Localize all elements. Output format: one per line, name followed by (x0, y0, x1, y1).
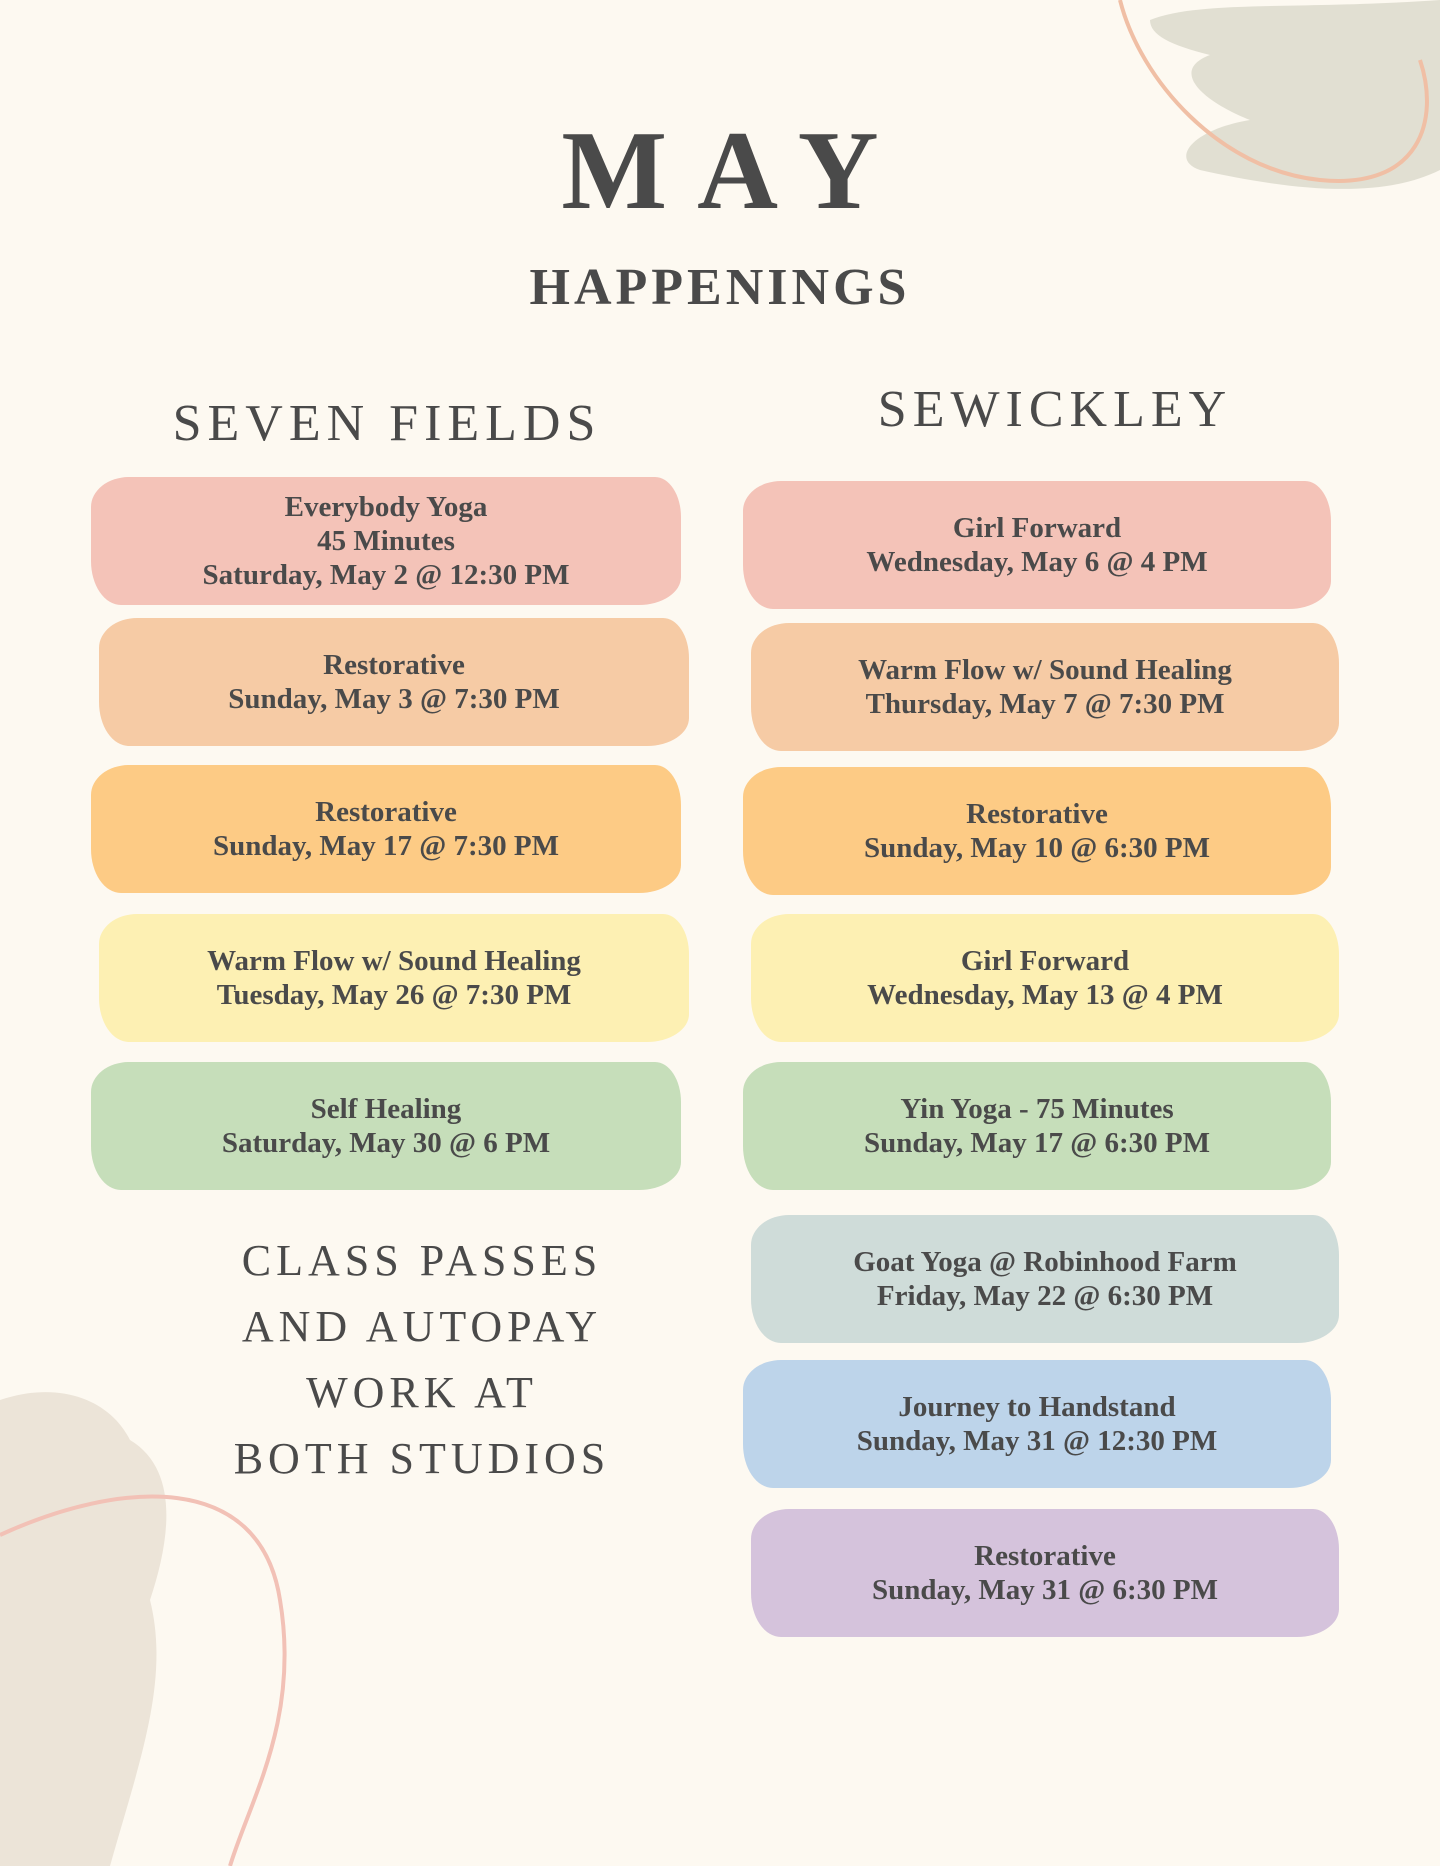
event-line: Sunday, May 17 @ 7:30 PM (212, 830, 559, 862)
event-line: Restorative (966, 798, 1108, 830)
event-line: Warm Flow w/ Sound Healing (207, 945, 581, 977)
event-line: Sunday, May 3 @ 7:30 PM (228, 683, 560, 715)
event-card: Self Healing Saturday, May 30 @ 6 PM (91, 1062, 681, 1190)
event-line: Wednesday, May 13 @ 4 PM (867, 979, 1223, 1011)
column-title: SEWICKLEY (877, 381, 1233, 438)
event-line: 45 Minutes (317, 525, 455, 557)
event-line: Warm Flow w/ Sound Healing (858, 654, 1232, 686)
event-line: Self Healing (310, 1093, 462, 1125)
event-line: Wednesday, May 6 @ 4 PM (866, 546, 1208, 578)
brush-bottom (0, 1392, 167, 1866)
event-line: Goat Yoga @ Robinhood Farm (853, 1246, 1237, 1278)
event-line: Restorative (974, 1540, 1116, 1572)
event-card: Warm Flow w/ Sound Healing Tuesday, May 2… (99, 914, 689, 1042)
note-line: WORK AT (306, 1368, 538, 1417)
event-line: Friday, May 22 @ 6:30 PM (876, 1280, 1214, 1312)
event-card: Restorative Sunday, May 17 @ 7:30 PM (91, 765, 681, 893)
event-line: Sunday, May 31 @ 6:30 PM (871, 1574, 1218, 1606)
event-line: Saturday, May 2 @ 12:30 PM (202, 559, 570, 591)
event-card: Restorative Sunday, May 3 @ 7:30 PM (99, 618, 689, 746)
note-line: AND AUTOPAY (241, 1302, 603, 1351)
event-card: Goat Yoga @ Robinhood Farm Friday, May 22… (751, 1215, 1339, 1343)
note-line: CLASS PASSES (241, 1236, 603, 1285)
event-line: Journey to Handstand (898, 1391, 1176, 1423)
event-card: Warm Flow w/ Sound Healing Thursday, May … (751, 623, 1339, 751)
event-line: Everybody Yoga (284, 491, 488, 523)
event-card: Yin Yoga - 75 Minutes Sunday, May 17 @ 6:… (743, 1062, 1331, 1190)
event-line: Girl Forward (960, 945, 1130, 977)
event-line: Restorative (323, 649, 465, 681)
event-card: Girl Forward Wednesday, May 6 @ 4 PM (743, 481, 1331, 609)
event-line: Tuesday, May 26 @ 7:30 PM (216, 979, 572, 1011)
subtitle: HAPPENINGS (529, 259, 911, 316)
event-line: Sunday, May 10 @ 6:30 PM (863, 832, 1210, 864)
note-line: BOTH STUDIOS (233, 1434, 611, 1483)
event-line: Yin Yoga - 75 Minutes (900, 1093, 1174, 1125)
event-line: Sunday, May 31 @ 12:30 PM (856, 1425, 1218, 1457)
event-card: Girl Forward Wednesday, May 13 @ 4 PM (751, 914, 1339, 1042)
title: MAY (561, 109, 909, 233)
event-line: Saturday, May 30 @ 6 PM (221, 1127, 551, 1159)
event-line: Restorative (315, 796, 457, 828)
ring-bottom (0, 1494, 287, 1866)
event-line: Sunday, May 17 @ 6:30 PM (863, 1127, 1210, 1159)
event-line: Thursday, May 7 @ 7:30 PM (865, 688, 1225, 720)
note: CLASS PASSES AND AUTOPAY WORK AT BOTH STUDI… (122, 1228, 722, 1492)
event-card: Restorative Sunday, May 31 @ 6:30 PM (751, 1509, 1339, 1637)
event-card: Journey to Handstand Sunday, May 31 @ 12:… (743, 1360, 1331, 1488)
event-card: Restorative Sunday, May 10 @ 6:30 PM (743, 767, 1331, 895)
event-line: Girl Forward (952, 512, 1122, 544)
ring-top (1118, 0, 1429, 183)
event-card: Everybody Yoga 45 Minutes Saturday, May 2 … (91, 477, 681, 605)
column-title: SEVEN FIELDS (172, 395, 602, 452)
